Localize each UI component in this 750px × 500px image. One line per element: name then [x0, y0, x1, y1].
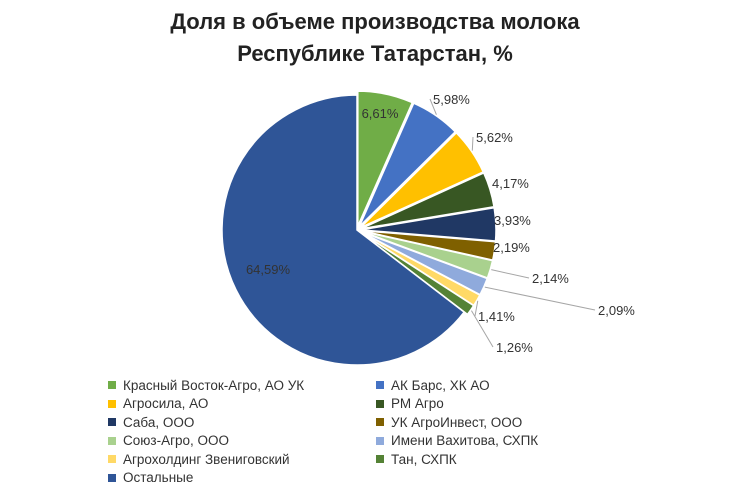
legend-swatch-7: [108, 436, 116, 445]
data-label-10: 1,26%: [496, 340, 533, 355]
legend-item-8: Имени Вахитова, СХПК: [376, 432, 548, 451]
legend-label-6: УК АгроИнвест, ООО: [391, 414, 523, 430]
legend-label-2: АК Барс, ХК АО: [391, 377, 490, 393]
legend-item-10: Тан, СХПК: [376, 450, 548, 469]
pie-slice-10: [359, 231, 475, 316]
data-label-11: 64,59%: [246, 262, 291, 277]
legend-label-11: Остальные: [123, 470, 194, 486]
pie-slice-5: [360, 206, 497, 242]
chart-title-line-1: Доля в объеме производства молока: [170, 9, 580, 34]
leader-line-8: [484, 286, 596, 311]
leader-line-10: [470, 310, 494, 348]
leader-line-2: [429, 98, 437, 115]
legend-label-3: Агросила, АО: [123, 396, 209, 412]
legend-item-2: АК Барс, ХК АО: [376, 376, 548, 395]
legend-label-5: Саба, ООО: [123, 414, 195, 430]
data-label-6: 2,19%: [493, 240, 530, 255]
legend-label-9: Агрохолдинг Звениговский: [123, 451, 290, 467]
legend: Красный Восток-Агро, АО УК АК Барс, ХК АО…: [108, 376, 548, 487]
pie-slice-4: [360, 171, 495, 230]
pie-slices: [221, 90, 497, 366]
legend-label-4: РМ Агро: [391, 396, 444, 412]
data-label-8: 2,09%: [598, 303, 635, 318]
pie-slice-3: [359, 131, 485, 229]
legend-item-11: Остальные: [108, 469, 376, 488]
legend-swatch-8: [376, 436, 384, 445]
data-label-5: 3,93%: [494, 213, 531, 228]
legend-swatch-11: [108, 473, 116, 482]
leader-line-7: [491, 269, 530, 279]
legend-swatch-5: [108, 418, 116, 427]
pie-slice-2: [358, 102, 457, 228]
legend-label-7: Союз-Агро, ООО: [123, 433, 230, 449]
legend-item-5: Саба, ООО: [108, 413, 376, 432]
legend-label-10: Тан, СХПК: [391, 451, 457, 467]
leader-line-9: [474, 300, 479, 317]
legend-item-6: УК АгроИнвест, ООО: [376, 413, 548, 432]
chart-title: Доля в объеме производства молока Респуб…: [0, 6, 750, 70]
leader-line-3: [471, 136, 474, 151]
data-label-2: 5,98%: [433, 92, 470, 107]
pie-slice-1: [357, 90, 414, 227]
data-label-4: 4,17%: [492, 176, 529, 191]
legend-label-8: Имени Вахитова, СХПК: [391, 433, 539, 449]
leader-lines: [429, 98, 596, 348]
data-label-1: 6,61%: [362, 106, 399, 121]
data-label-9: 1,41%: [478, 309, 515, 324]
legend-swatch-6: [376, 418, 384, 427]
data-label-3: 5,62%: [476, 130, 513, 145]
legend-swatch-1: [108, 381, 116, 390]
legend-label-1: Красный Восток-Агро, АО УК: [123, 377, 305, 393]
data-label-7: 2,14%: [532, 271, 569, 286]
legend-swatch-3: [108, 399, 116, 408]
legend-item-7: Союз-Агро, ООО: [108, 432, 376, 451]
data-labels: 6,61% 5,98% 5,62% 4,17% 3,93% 2,19% 2,14% 2,09%…: [246, 92, 635, 355]
pie-slice-11: [221, 94, 466, 366]
legend-swatch-10: [376, 455, 384, 464]
chart-title-line-2: Республике Татарстан, %: [237, 41, 513, 66]
legend-item-4: РМ Агро: [376, 395, 548, 414]
legend-swatch-9: [108, 455, 116, 464]
legend-swatch-4: [376, 399, 384, 408]
legend-swatch-2: [376, 381, 384, 390]
legend-item-9: Агрохолдинг Звениговский: [108, 450, 376, 469]
legend-item-3: Агросила, АО: [108, 395, 376, 414]
legend-item-1: Красный Восток-Агро, АО УК: [108, 376, 376, 395]
